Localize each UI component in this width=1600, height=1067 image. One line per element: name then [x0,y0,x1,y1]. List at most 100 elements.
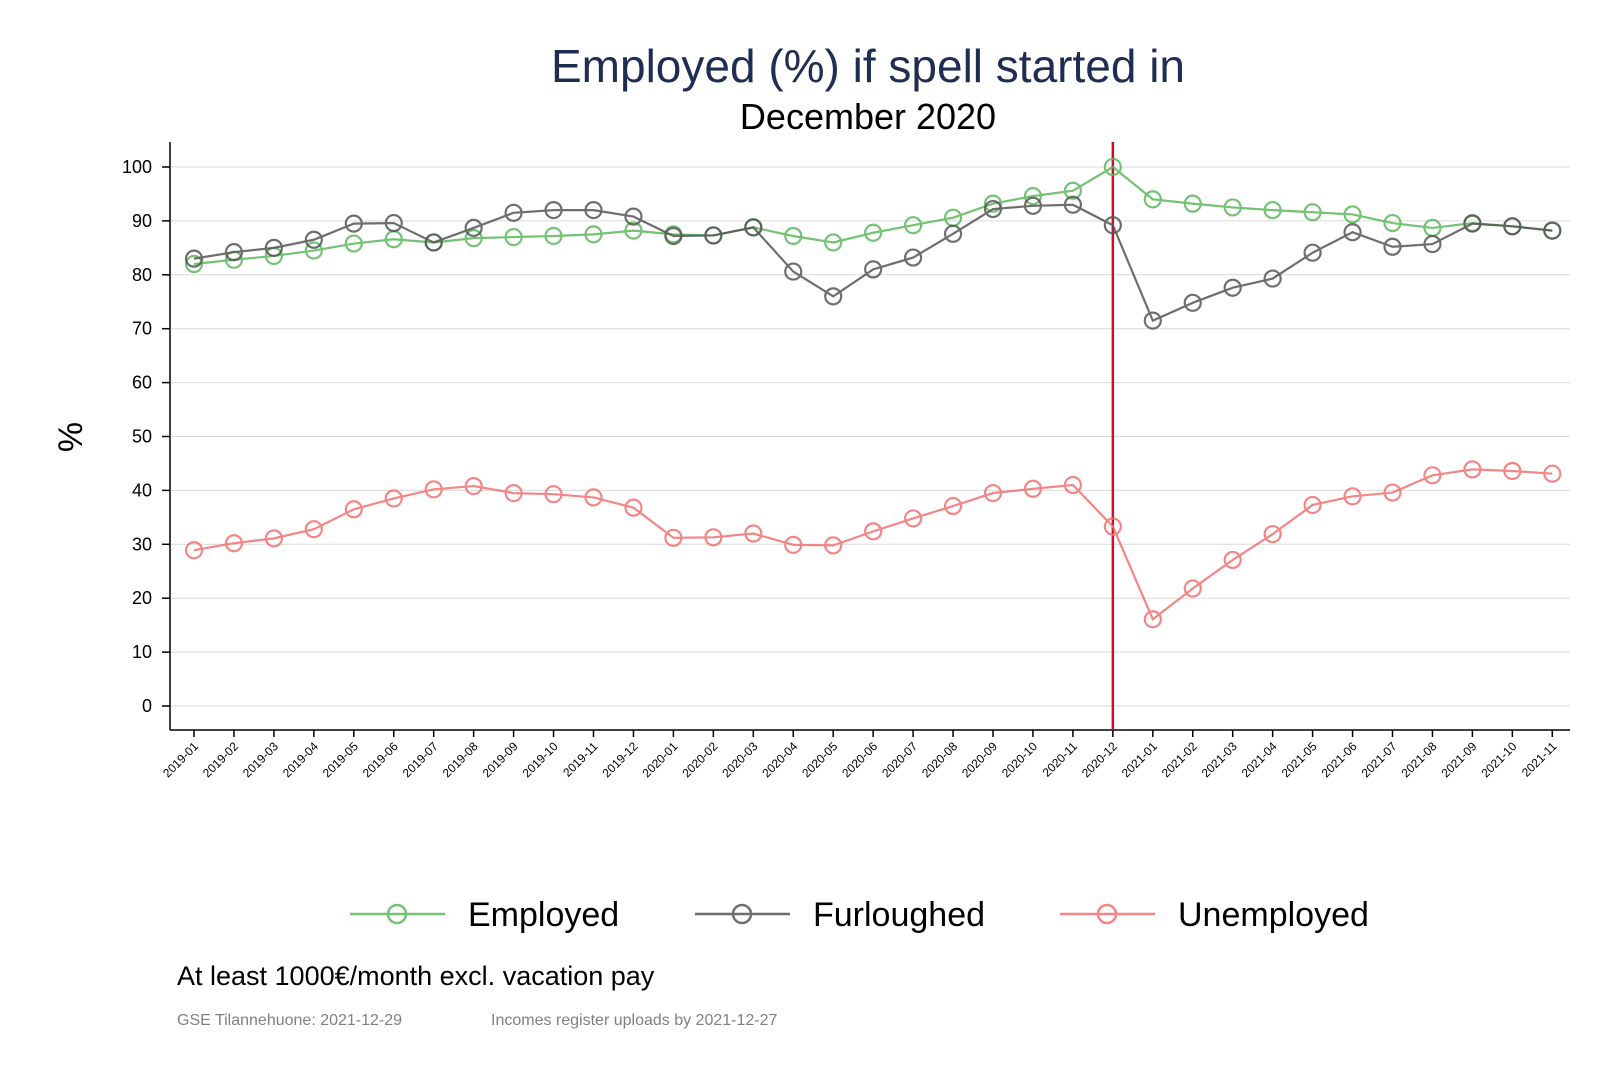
y-axis: 0 10 20 30 40 50 60 70 80 90 100 [122,142,171,730]
y-tick-label: 70 [132,319,152,339]
data-point [704,528,723,547]
data-point [304,230,323,249]
data-point [1223,550,1242,570]
data-point [1303,243,1322,262]
x-tick-label: 2021-06 [1319,739,1360,780]
data-point [983,483,1003,503]
x-tick-label: 2020-01 [639,739,680,780]
data-point [184,541,204,560]
data-point [744,218,763,237]
data-point [264,238,283,257]
chart-subtitle: December 2020 [740,96,996,137]
data-point [1383,237,1402,256]
data-point [664,226,683,246]
data-point [824,287,843,306]
data-point [344,214,363,233]
data-point [544,201,563,220]
legend-swatch-marker [1096,903,1118,925]
data-point [1183,293,1202,312]
data-point [544,226,563,246]
data-point [584,201,603,220]
data-point [464,218,483,238]
data-point [1183,579,1202,598]
x-tick-label: 2020-08 [919,739,960,780]
data-point [704,226,723,245]
data-point [1023,187,1043,206]
data-point [1383,483,1402,502]
x-tick-label: 2019-09 [480,739,521,780]
source-note-left: GSE Tilannehuone: 2021-12-29 [177,1012,402,1029]
x-tick-label: 2020-09 [959,739,1000,780]
data-point [384,489,403,508]
x-tick-label: 2020-07 [879,739,920,780]
data-point [424,480,443,499]
x-tick-label: 2019-02 [200,739,241,780]
x-tick-label: 2021-03 [1199,739,1240,780]
series-line [193,468,1553,621]
y-tick-label: 60 [132,373,152,393]
data-point [184,249,204,268]
x-tick-label: 2019-12 [600,739,641,780]
y-tick-label: 50 [132,427,152,447]
legend-swatch-marker [731,903,753,925]
data-point [983,194,1003,213]
data-point [1103,517,1122,536]
x-tick-label: 2019-06 [360,739,401,780]
data-point [744,524,763,543]
x-tick-label: 2019-05 [320,739,361,780]
x-tick-label: 2020-11 [1040,739,1081,780]
y-tick-label: 0 [142,696,152,716]
y-tick-label: 80 [132,265,152,285]
data-point [864,522,883,541]
legend-item-furloughed [695,903,790,925]
data-point [464,229,483,248]
data-point [1263,269,1282,288]
data-point [1303,203,1322,222]
data-point [1143,311,1162,330]
footnote: At least 1000€/month excl. vacation pay [177,961,655,991]
data-point [504,227,523,247]
data-point [1063,195,1083,214]
y-tick-label: 30 [132,534,152,554]
data-point [264,529,283,548]
data-point [903,509,923,528]
x-tick-label: 2019-07 [400,739,441,780]
data-point [584,488,603,507]
x-tick-label: 2019-10 [520,739,561,780]
x-tick-label: 2021-11 [1519,739,1560,780]
data-point [943,224,963,243]
data-point [1023,196,1043,215]
data-point [983,199,1003,219]
data-point [424,233,443,252]
x-tick-label: 2019-04 [280,739,321,780]
x-tick-label: 2021-02 [1159,739,1200,780]
y-tick-label: 90 [132,211,152,231]
x-tick-label: 2021-08 [1399,739,1440,780]
x-tick-label: 2020-06 [839,739,880,780]
x-tick-label: 2020-04 [759,739,800,780]
series-unemployed [184,460,1562,629]
data-point [903,216,923,235]
data-point [1063,475,1083,495]
y-tick-label: 100 [122,157,152,177]
y-tick-label: 10 [132,642,152,662]
data-point [344,234,363,253]
data-point [903,248,923,267]
data-point [1463,214,1482,233]
data-point [584,225,603,244]
data-point [1343,223,1362,242]
x-tick-label: 2021-01 [1119,739,1160,780]
data-point [824,233,843,252]
x-tick-label: 2019-11 [560,739,601,780]
data-point [1103,216,1122,235]
data-point [1303,495,1322,515]
x-tick-label: 2021-04 [1239,739,1280,780]
series-furloughed [184,195,1562,330]
y-tick-label: 20 [132,588,152,608]
legend-label: Furloughed [813,896,985,934]
data-point [464,476,483,496]
data-point [344,500,363,519]
data-point [1543,221,1562,240]
data-point [304,520,323,539]
data-point [224,534,244,553]
